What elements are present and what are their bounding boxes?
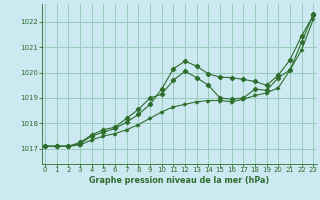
X-axis label: Graphe pression niveau de la mer (hPa): Graphe pression niveau de la mer (hPa) xyxy=(89,176,269,185)
